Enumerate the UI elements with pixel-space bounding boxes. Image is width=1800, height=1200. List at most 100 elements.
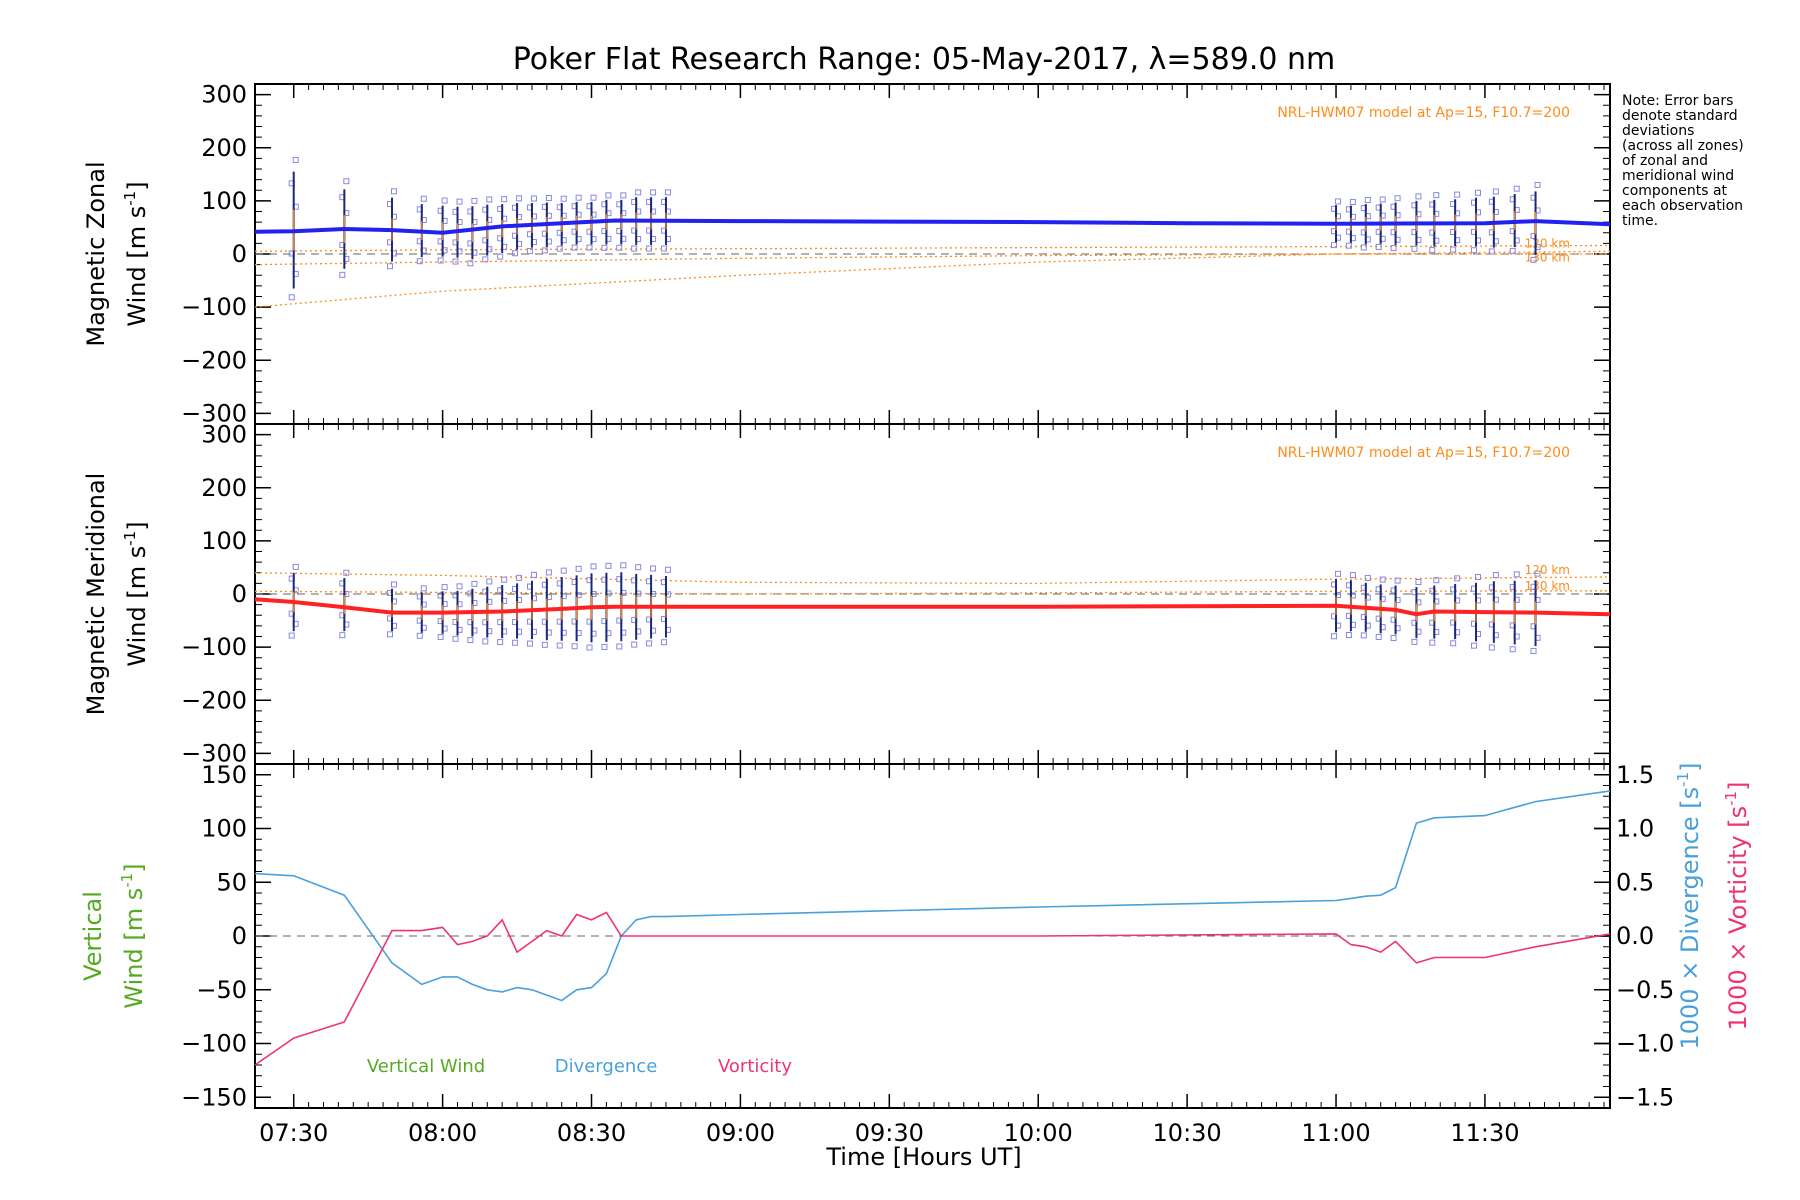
sample-point [1492, 572, 1499, 579]
sample-point [1470, 642, 1477, 649]
sample-point [467, 260, 474, 267]
sample-point [1530, 648, 1537, 655]
sample-point [1349, 572, 1356, 579]
sample-point [1411, 245, 1418, 252]
sample-point [437, 634, 444, 641]
sample-point [571, 643, 578, 650]
y-tick-label: −150 [181, 1083, 247, 1111]
sample-point [456, 198, 463, 205]
sample-point [545, 569, 552, 576]
sample-point [575, 565, 582, 572]
y-tick-label: 200 [201, 474, 247, 502]
sample-point [486, 578, 493, 585]
sample-point [1331, 242, 1338, 249]
note-line: each observation [1622, 198, 1744, 214]
y-tick-label: 150 [201, 761, 247, 789]
x-tick-label: 09:30 [855, 1119, 924, 1147]
sample-point [343, 178, 350, 185]
sample-point [437, 257, 444, 264]
sample-point [1331, 633, 1338, 640]
sample-point [1488, 248, 1495, 255]
sample-point [601, 244, 608, 251]
sample-point [646, 245, 653, 252]
sample-point [1345, 632, 1352, 639]
x-tick-label: 10:00 [1004, 1119, 1073, 1147]
sample-point [516, 574, 523, 581]
y-axis-label-main: Wind [m s [123, 546, 151, 667]
sample-point [512, 250, 519, 257]
sample-point [339, 632, 346, 639]
sample-point [1429, 247, 1436, 254]
sample-point [1415, 578, 1422, 585]
y-axis-label-close: ] [123, 521, 151, 530]
sample-point [1379, 576, 1386, 583]
note-line: components at [1622, 183, 1728, 199]
model-label: NRL-HWM07 model at Ap=15, F10.7=200 [1277, 105, 1570, 121]
note-line: time. [1622, 213, 1659, 229]
y-tick-label: 100 [201, 527, 247, 555]
y-right-tick-label: −0.5 [1616, 976, 1674, 1004]
sample-point [420, 585, 427, 592]
sample-point [556, 245, 563, 252]
sample-point [605, 192, 612, 199]
legend-entry: Vorticity [718, 1056, 792, 1077]
sample-point [452, 258, 459, 265]
y-tick-label: −50 [196, 976, 247, 1004]
sample-point [516, 195, 523, 202]
note-line: denote standard [1622, 108, 1738, 124]
sample-point [575, 194, 582, 201]
sample-point [441, 197, 448, 204]
sample-point [501, 196, 508, 203]
x-axis-label: Time [Hours UT] [825, 1143, 1021, 1171]
sample-point [1379, 196, 1386, 203]
vertical-axis-label-line2: Wind [m s-1] [118, 863, 148, 1008]
sample-point [501, 576, 508, 583]
meridional-wind-line [254, 597, 1611, 617]
sample-point [1534, 570, 1541, 577]
sample-point [1450, 640, 1457, 647]
sample-point [635, 189, 642, 196]
sample-point [512, 639, 519, 646]
zonal-wind-line [254, 218, 1611, 235]
sample-point [1474, 574, 1481, 580]
y-tick-label: −100 [181, 293, 247, 321]
sample-point [288, 294, 295, 301]
sample-point [556, 642, 563, 649]
y-tick-label: −100 [181, 633, 247, 661]
note-line: of zonal and [1622, 153, 1708, 169]
sample-point [386, 631, 393, 638]
sample-point [1364, 197, 1371, 204]
sample-point [343, 569, 350, 576]
label-close: ] [120, 863, 148, 872]
panel-vertical: 150 100 50 0 −50 −100 −150 1.5 1.0 0.5 0.0 −0.5 −1.0… [79, 761, 1752, 1112]
vorticity-line [254, 911, 1611, 1066]
sample-point [664, 189, 671, 196]
sample-point [530, 195, 537, 202]
sample-point [650, 189, 657, 196]
sample-point [292, 563, 299, 570]
sample-point [590, 194, 597, 201]
sample-point [1534, 181, 1541, 188]
y-right-tick-label: 0.5 [1616, 868, 1654, 896]
sample-point [1345, 242, 1352, 249]
label-main: 1000 × Divergence [s [1676, 787, 1704, 1050]
sample-point [586, 244, 593, 251]
figure-title: Poker Flat Research Range: 05-May-2017, … [513, 42, 1335, 77]
sample-point [1513, 571, 1520, 578]
sample-point [1454, 191, 1461, 198]
sample-point [660, 245, 667, 252]
sample-point [1509, 646, 1516, 653]
sample-point [486, 196, 493, 203]
y-tick-label: 0 [232, 580, 247, 608]
y-tick-label: −100 [181, 1030, 247, 1058]
legend-entry: Vertical Wind [367, 1056, 485, 1077]
sample-point [1390, 635, 1397, 642]
sample-point [1433, 192, 1440, 199]
y-right-tick-label: −1.0 [1616, 1030, 1674, 1058]
sample-point [660, 639, 667, 646]
sample-point [1429, 639, 1436, 646]
y-tick-label: −200 [181, 686, 247, 714]
y-right-tick-label: 1.0 [1616, 815, 1654, 843]
